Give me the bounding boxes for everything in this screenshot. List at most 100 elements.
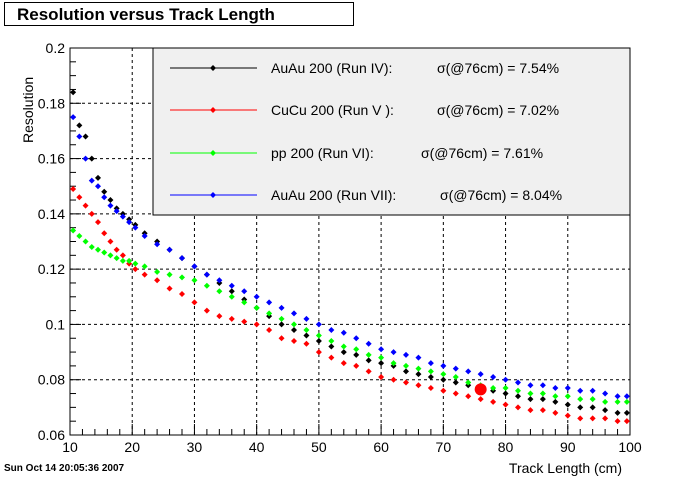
data-point	[390, 376, 397, 383]
x-tick-label: 80	[498, 439, 514, 455]
data-point	[315, 321, 322, 328]
data-point	[452, 365, 459, 372]
data-point	[107, 252, 114, 259]
data-point	[490, 373, 497, 380]
data-point	[577, 415, 584, 422]
data-point	[107, 238, 114, 245]
data-point	[564, 412, 571, 419]
data-point	[623, 393, 630, 400]
chart-title-box: Resolution versus Track Length	[4, 2, 354, 26]
legend-sigma-label: σ(@76cm) = 7.02%	[437, 102, 559, 118]
series-4	[70, 114, 630, 400]
data-point	[490, 385, 497, 392]
legend-entry-4: AuAu 200 (Run VII): σ(@76cm) = 8.04%	[170, 187, 562, 203]
data-point	[527, 407, 534, 414]
data-point	[552, 409, 559, 416]
data-point	[266, 326, 273, 333]
data-point	[95, 174, 101, 181]
data-point	[390, 349, 397, 356]
data-point	[440, 362, 447, 369]
data-point	[623, 409, 630, 416]
data-point	[415, 371, 422, 378]
data-point	[113, 255, 120, 262]
data-point	[353, 346, 360, 353]
data-point	[241, 299, 248, 306]
data-point	[179, 274, 185, 281]
data-point	[589, 387, 596, 394]
data-point	[132, 224, 139, 231]
data-point	[82, 238, 89, 245]
data-point	[76, 194, 83, 201]
x-tick-label: 90	[560, 439, 576, 455]
data-point	[278, 335, 285, 342]
data-point	[602, 407, 609, 414]
data-point	[602, 390, 609, 397]
data-point	[353, 335, 360, 342]
chart-title: Resolution versus Track Length	[17, 5, 275, 24]
axis-ticks: 10 20 30 40 50 60 70 80 90 100 0.06 0.08 0.1 0.12 0.14…	[38, 40, 642, 455]
x-tick-label: 10	[62, 439, 78, 455]
data-point	[126, 257, 133, 264]
data-point	[70, 89, 77, 96]
data-point	[82, 202, 89, 209]
data-point	[76, 133, 83, 140]
data-point	[253, 304, 260, 311]
data-point	[552, 393, 559, 400]
data-point	[253, 293, 260, 300]
data-point	[291, 326, 297, 333]
data-point	[577, 396, 584, 403]
data-point	[228, 315, 235, 322]
data-point	[477, 371, 484, 378]
data-point	[452, 373, 459, 380]
data-point	[577, 404, 584, 411]
legend-sigma-label: σ(@76cm) = 7.54%	[437, 60, 559, 76]
data-point	[278, 304, 285, 311]
data-point	[228, 293, 235, 300]
legend-sigma-label: σ(@76cm) = 8.04%	[440, 187, 562, 203]
data-point	[266, 299, 273, 306]
data-point	[415, 354, 422, 361]
data-point	[70, 227, 77, 234]
legend-box	[152, 47, 631, 216]
data-point	[107, 202, 114, 209]
data-point	[303, 332, 310, 339]
data-point	[340, 329, 347, 336]
data-point	[502, 401, 509, 408]
data-point	[95, 246, 101, 253]
y-axis-title: Resolution	[20, 77, 36, 143]
data-point	[101, 249, 108, 256]
data-point	[340, 349, 347, 356]
data-point	[126, 219, 133, 226]
data-point	[119, 213, 126, 220]
data-point	[602, 415, 609, 422]
x-axis-title: Track Length (cm)	[509, 460, 622, 476]
data-point	[452, 379, 459, 386]
data-point	[88, 210, 95, 217]
data-point	[527, 390, 534, 397]
legend-marker	[210, 107, 216, 113]
data-point	[378, 373, 385, 380]
data-point	[166, 246, 173, 253]
data-point	[203, 307, 210, 314]
data-point	[353, 362, 360, 369]
x-tick-label: 70	[436, 439, 452, 455]
data-point	[154, 277, 161, 284]
data-point	[490, 398, 497, 405]
data-point	[101, 188, 108, 195]
data-point	[70, 114, 77, 121]
data-point	[564, 385, 571, 392]
highlight-marker	[474, 383, 487, 396]
data-point	[291, 338, 297, 345]
data-point	[278, 321, 285, 328]
data-point	[179, 291, 185, 298]
grid-layer	[70, 48, 630, 435]
data-point	[403, 362, 409, 369]
data-point	[278, 315, 285, 322]
data-point	[515, 387, 521, 394]
data-point	[564, 393, 571, 400]
data-point	[119, 252, 126, 259]
data-point	[228, 288, 235, 295]
x-tick-label: 40	[249, 439, 265, 455]
data-point	[113, 246, 120, 253]
data-point	[589, 396, 596, 403]
